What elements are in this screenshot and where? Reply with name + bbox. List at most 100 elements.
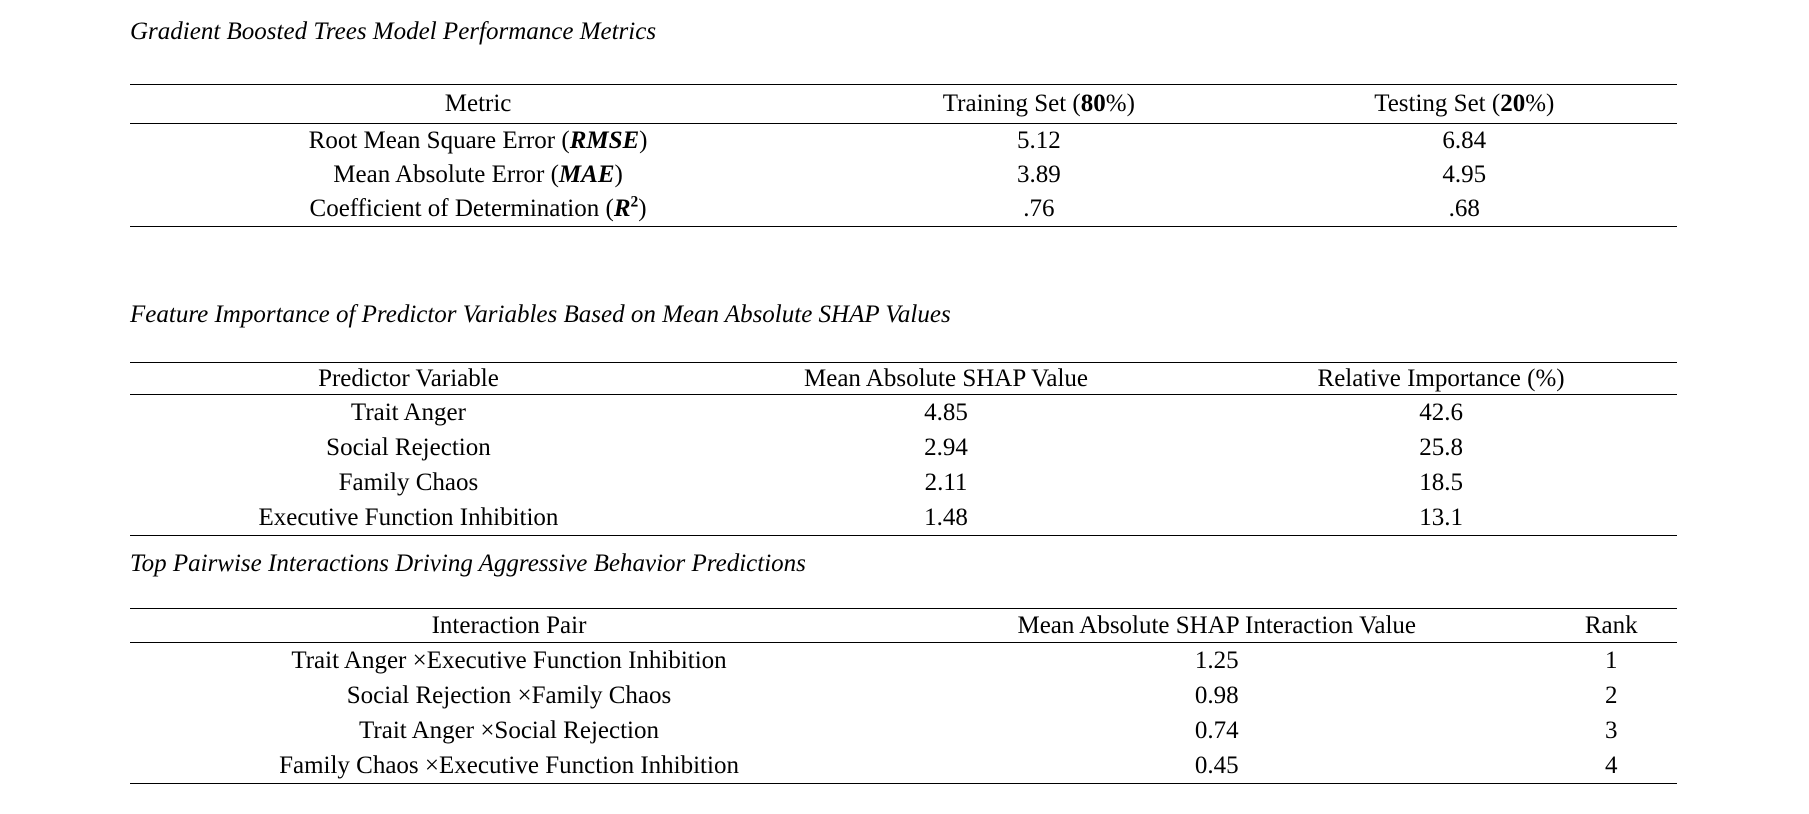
table-cell: Trait Anger ×Executive Function Inhibiti… [130,643,888,679]
table-row: Social Rejection 2.94 25.8 [130,430,1677,465]
text-part: Trait Anger ×Social Rejection [359,716,659,744]
text-part: RMSE [569,127,640,154]
text-part: Metric [444,90,512,117]
text-part: ) [639,127,648,154]
table-header-cell: Mean Absolute SHAP Value [686,362,1206,395]
text-part: 42.6 [1419,398,1463,426]
table-row: Mean Absolute Error (MAE) 3.89 4.95 [130,158,1677,192]
table-header-cell: Training Set (80%) [826,84,1252,124]
text-part: 20 [1500,90,1526,117]
table-cell: 4 [1545,748,1677,784]
table-header-cell: Mean Absolute SHAP Interaction Value [888,608,1546,643]
table-cell: Family Chaos ×Executive Function Inhibit… [130,748,888,784]
table-cell: 6.84 [1252,124,1677,159]
text-part: 0.45 [1194,751,1239,779]
text-part: Mean Absolute Error ( [333,161,559,188]
text-part: 13.1 [1419,503,1463,531]
text-part: Training Set ( [942,90,1081,117]
table-header-cell: Interaction Pair [130,608,889,643]
table-row: Social Rejection ×Family Chaos 0.98 2 [130,678,1677,713]
table-row: Trait Anger ×Social Rejection 0.74 3 [130,713,1677,748]
text-part: .68 [1448,195,1480,222]
text-part: ) [614,161,623,188]
text-part: 2 [630,193,639,211]
text-part: 4.95 [1442,161,1487,188]
text-part: 18.5 [1419,468,1463,496]
table-row: Coefficient of Determination (R2) .76 .68 [130,192,1677,227]
text-part: 0.98 [1194,681,1239,709]
table-row: Family Chaos 2.11 18.5 [130,465,1677,500]
table-cell: 1 [1545,643,1677,679]
text-part: 2.94 [924,433,968,461]
text-part: 2 [1604,681,1618,709]
text-part: ) [638,195,647,222]
table-cell: .68 [1252,192,1677,227]
table-cell: Root Mean Square Error (RMSE) [130,124,826,159]
text-part: MAE [558,161,615,188]
text-part: 1 [1604,646,1618,674]
text-part: Root Mean Square Error ( [308,127,570,154]
section-model-performance: Gradient Boosted Trees Model Performance… [130,16,1677,227]
text-part: 80 [1080,90,1106,117]
text-part: 3.89 [1016,161,1061,188]
text-part: Coefficient of Determination ( [309,195,614,222]
text-part: Social Rejection ×Family Chaos [346,681,672,709]
text-part: Relative Importance (%) [1317,364,1565,392]
table-cell: 2.11 [687,465,1205,500]
table-cell: 4.85 [687,395,1205,431]
table-cell: 2 [1545,678,1677,713]
text-part: Mean Absolute SHAP Value [804,364,1089,392]
section-title-model-performance: Gradient Boosted Trees Model Performance… [130,18,657,45]
table-row: Trait Anger 4.85 42.6 [130,395,1677,431]
table-header-cell: Metric [130,84,827,124]
text-part: 5.12 [1016,127,1061,154]
table-cell: 0.98 [888,678,1545,713]
text-part: Family Chaos [338,468,479,496]
table-cell: 1.25 [888,643,1545,679]
feature-importance-table: Predictor Variable Mean Absolute SHAP Val… [130,362,1677,536]
table-header-cell: Relative Importance (%) [1205,362,1677,395]
pairwise-interactions-table: Interaction Pair Mean Absolute SHAP Inter… [130,608,1677,784]
text-part: 4.85 [924,398,968,426]
table-cell: Coefficient of Determination (R2) [130,192,826,227]
table-header-cell: Rank [1545,608,1677,643]
text-part: Executive Function Inhibition [258,503,559,531]
table-cell: 0.74 [888,713,1545,748]
text-part: %) [1105,90,1135,117]
table-row: Root Mean Square Error (RMSE) 5.12 6.84 [130,124,1677,159]
table-row: Executive Function Inhibition 1.48 13.1 [130,500,1677,536]
table-cell: 25.8 [1205,430,1677,465]
table-cell: 3 [1545,713,1677,748]
table-cell: Family Chaos [130,465,687,500]
text-part: .76 [1023,195,1055,222]
table-cell: 5.12 [826,124,1251,159]
table-cell: 1.48 [687,500,1205,536]
text-part: Trait Anger ×Executive Function Inhibiti… [291,646,727,674]
table-row: Trait Anger ×Executive Function Inhibiti… [130,643,1677,679]
table-cell: Trait Anger ×Social Rejection [130,713,888,748]
text-part: R [613,195,631,222]
table-cell: 13.1 [1205,500,1677,536]
section-feature-importance: Feature Importance of Predictor Variable… [130,299,1677,536]
section-pairwise-interactions: Top Pairwise Interactions Driving Aggres… [130,548,1677,784]
table-cell: Mean Absolute Error (MAE) [130,158,826,192]
table-cell: 3.89 [826,158,1251,192]
table-cell: Social Rejection ×Family Chaos [130,678,888,713]
text-part: 1.25 [1194,646,1239,674]
text-part: Predictor Variable [318,364,499,392]
text-part: 3 [1604,716,1618,744]
table-cell: 42.6 [1205,395,1677,431]
table-cell: 0.45 [888,748,1545,784]
text-part: Rank [1584,611,1638,639]
text-part: 1.48 [924,503,968,531]
table-cell: 18.5 [1205,465,1677,500]
text-part: 2.11 [924,468,968,496]
text-part: 0.74 [1194,716,1239,744]
text-part: Social Rejection [326,433,491,461]
table-header-row: Predictor Variable Mean Absolute SHAP Val… [130,362,1677,395]
text-part: Mean Absolute SHAP Interaction Value [1017,611,1417,639]
section-title-feature-importance: Feature Importance of Predictor Variable… [130,301,951,328]
text-part: Interaction Pair [431,611,587,639]
text-part: Trait Anger [350,398,466,426]
